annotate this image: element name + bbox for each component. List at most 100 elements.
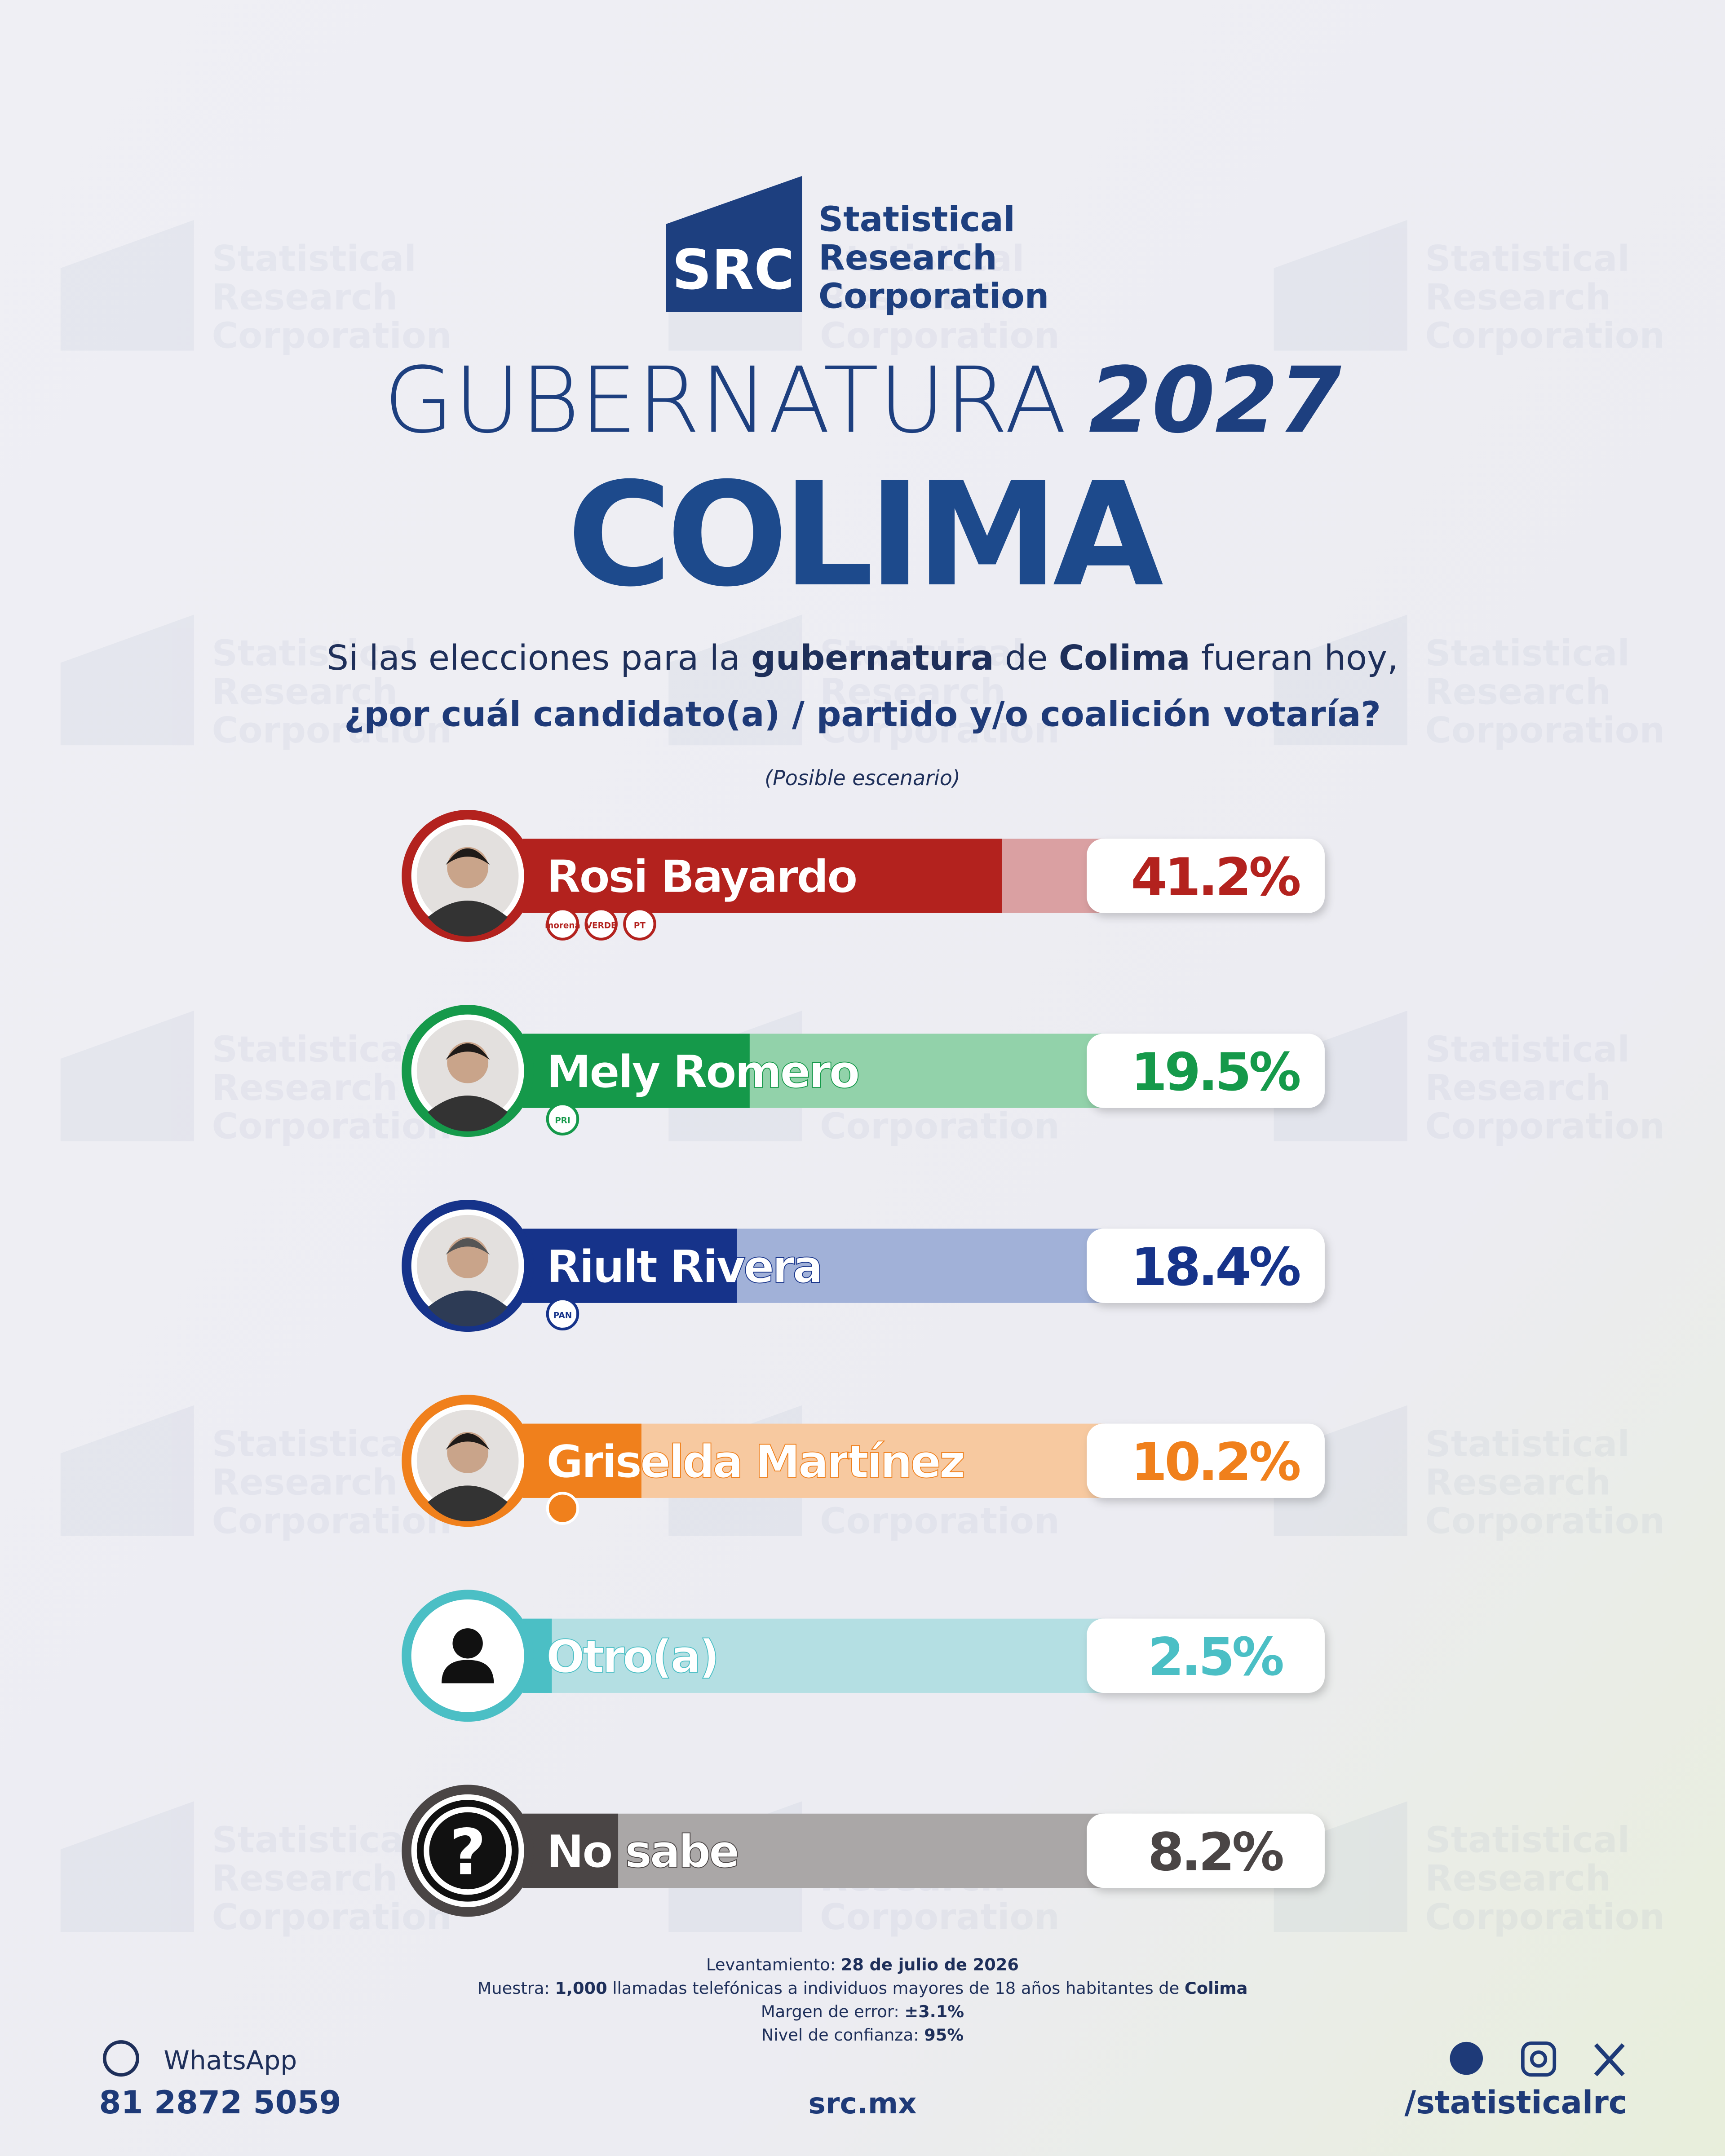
watermark-text: Research xyxy=(212,276,398,318)
value-box-edge xyxy=(1104,1423,1132,1498)
watermark-text: Research xyxy=(1425,1067,1611,1109)
watermark-mark xyxy=(60,1011,194,1141)
watermark-text: Corporation xyxy=(820,1105,1060,1147)
question-text: Si las elecciones para la xyxy=(327,638,751,678)
phone: 81 2872 5059 xyxy=(99,2084,341,2121)
party-logo xyxy=(546,1492,579,1525)
party-label: PAN xyxy=(553,1311,572,1320)
state: COLIMA xyxy=(567,452,1164,619)
methodology-text: Nivel de confianza: xyxy=(761,2025,924,2045)
bar-row: 18.4% Riult Rivera PAN xyxy=(402,1200,1325,1332)
avatar-body xyxy=(428,1485,508,1522)
avatar-body xyxy=(428,1290,508,1326)
watermark-text: Research xyxy=(212,1067,398,1109)
value-box xyxy=(1087,1228,1325,1303)
watermark-text: Research xyxy=(1425,276,1611,318)
watermark-text: Statistical xyxy=(212,1819,416,1860)
methodology-line: Nivel de confianza: 95% xyxy=(761,2025,964,2045)
methodology-text: llamadas telefónicas a individuos mayore… xyxy=(607,1979,1185,1998)
methodology-line: Levantamiento: 28 de julio de 2026 xyxy=(706,1955,1019,1975)
watermark-text: Research xyxy=(820,671,1006,712)
watermark-text: Corporation xyxy=(820,1500,1060,1542)
watermark-text: Corporation xyxy=(212,1896,452,1938)
question-bold: Colima xyxy=(1059,638,1190,678)
methodology-line: Margen de error: ±3.1% xyxy=(761,2002,964,2021)
logo-mark xyxy=(666,176,802,312)
watermark-text: Corporation xyxy=(1425,1105,1665,1147)
value-label: 10.2% xyxy=(1131,1432,1300,1493)
watermark-text: Corporation xyxy=(212,1500,452,1542)
facebook-icon xyxy=(1450,2041,1483,2075)
question-text: fueran hoy, xyxy=(1190,638,1398,678)
value-box-edge xyxy=(1104,1813,1132,1888)
watermark-text: Corporation xyxy=(1425,1500,1665,1542)
value-box-edge xyxy=(1104,1034,1132,1108)
watermark-text: Statistical xyxy=(212,1028,416,1070)
category-label: Riult Rivera xyxy=(546,1240,821,1293)
website: src.mx xyxy=(809,2087,917,2121)
title-word: GUBERNATURA xyxy=(384,347,1067,453)
party-logo xyxy=(546,907,579,941)
avatar-unknown-ring xyxy=(424,1807,512,1895)
value-label: 8.2% xyxy=(1148,1822,1283,1882)
social-handle: /statisticalrc xyxy=(1404,2084,1627,2121)
party-label: PT xyxy=(634,921,646,930)
party-label: PRI xyxy=(555,1116,570,1125)
watermark-text: Statistical xyxy=(820,632,1024,674)
methodology-value: ±3.1% xyxy=(904,2002,964,2021)
bar-track xyxy=(509,1618,1105,1693)
category-label: Rosi Bayardo xyxy=(546,850,857,903)
party-logo xyxy=(584,907,618,941)
methodology-text: Muestra: xyxy=(478,1979,555,1998)
instagram-icon xyxy=(1521,2041,1557,2077)
value-box xyxy=(1087,839,1325,913)
subtitle: (Posible escenario) xyxy=(765,766,960,790)
watermark-mark xyxy=(1274,1405,1407,1536)
watermark-text: Corporation xyxy=(820,709,1060,751)
x-icon xyxy=(1594,2043,1625,2076)
whatsapp-label: WhatsApp xyxy=(164,2045,297,2076)
watermark-text: Statistical xyxy=(212,238,416,279)
watermark-mark xyxy=(60,220,194,351)
value-box-edge xyxy=(1104,839,1132,913)
watermark-mark xyxy=(1274,614,1407,746)
watermark-mark xyxy=(60,1405,194,1536)
watermark-text: Statistical xyxy=(1425,1423,1629,1465)
watermark-text: Corporation xyxy=(1425,709,1665,751)
value-box xyxy=(1087,1423,1325,1498)
value-box xyxy=(1087,1618,1325,1693)
watermark-text: Corporation xyxy=(820,1896,1060,1938)
party-label: VERDE xyxy=(586,921,617,930)
watermark-text: Research xyxy=(212,671,398,712)
watermark-text: Corporation xyxy=(1425,315,1665,357)
avatar-unknown xyxy=(416,1800,519,1902)
value-box-edge xyxy=(1104,1228,1132,1303)
question-bold: ¿por cuál candidato(a) / partido y/o coa… xyxy=(344,694,1381,734)
watermark-text: Research xyxy=(820,276,1006,318)
bar xyxy=(522,1813,619,1888)
methodology-line: Muestra: 1,000 llamadas telefónicas a in… xyxy=(478,1979,1248,1998)
value-box xyxy=(1087,1034,1325,1108)
bar-row: 10.2% Griselda Martínez xyxy=(402,1395,1325,1527)
bar xyxy=(522,839,1002,913)
category-label: Griselda Martínez xyxy=(546,1435,964,1488)
title: GUBERNATURA 2027 xyxy=(384,347,1341,453)
logo-line: Corporation xyxy=(818,277,1049,317)
value-label: 41.2% xyxy=(1131,847,1300,908)
watermark-text: Statistical xyxy=(1425,1819,1629,1860)
watermark-mark xyxy=(60,614,194,746)
value-label: 18.4% xyxy=(1131,1237,1300,1298)
whatsapp-icon xyxy=(102,2040,140,2077)
watermark-text: Corporation xyxy=(212,709,452,751)
watermark-text: Statistical xyxy=(212,632,416,674)
